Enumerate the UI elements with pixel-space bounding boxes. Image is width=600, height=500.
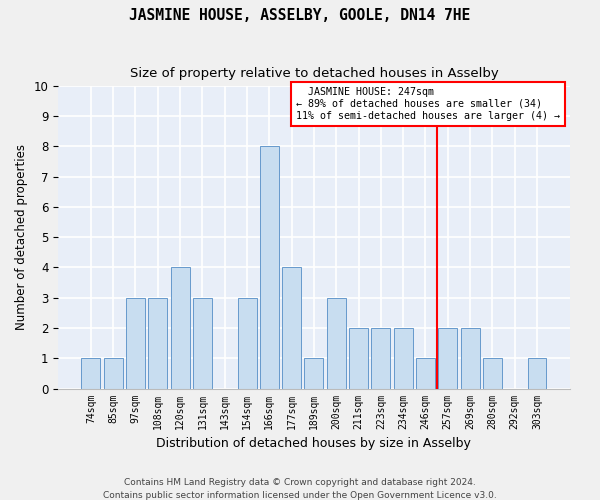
Bar — [282, 268, 301, 388]
Bar — [260, 146, 279, 388]
Bar — [104, 358, 122, 388]
Bar — [148, 298, 167, 388]
Bar — [394, 328, 413, 388]
X-axis label: Distribution of detached houses by size in Asselby: Distribution of detached houses by size … — [157, 437, 472, 450]
Y-axis label: Number of detached properties: Number of detached properties — [15, 144, 28, 330]
Bar — [461, 328, 479, 388]
Bar — [170, 268, 190, 388]
Bar — [483, 358, 502, 388]
Title: Size of property relative to detached houses in Asselby: Size of property relative to detached ho… — [130, 68, 499, 80]
Bar — [371, 328, 391, 388]
Text: Contains HM Land Registry data © Crown copyright and database right 2024.
Contai: Contains HM Land Registry data © Crown c… — [103, 478, 497, 500]
Bar — [126, 298, 145, 388]
Text: JASMINE HOUSE, ASSELBY, GOOLE, DN14 7HE: JASMINE HOUSE, ASSELBY, GOOLE, DN14 7HE — [130, 8, 470, 22]
Bar — [327, 298, 346, 388]
Bar — [238, 298, 257, 388]
Bar — [193, 298, 212, 388]
Bar — [349, 328, 368, 388]
Bar — [82, 358, 100, 388]
Bar — [304, 358, 323, 388]
Bar — [438, 328, 457, 388]
Text: JASMINE HOUSE: 247sqm
← 89% of detached houses are smaller (34)
11% of semi-deta: JASMINE HOUSE: 247sqm ← 89% of detached … — [296, 88, 560, 120]
Bar — [527, 358, 547, 388]
Bar — [416, 358, 435, 388]
